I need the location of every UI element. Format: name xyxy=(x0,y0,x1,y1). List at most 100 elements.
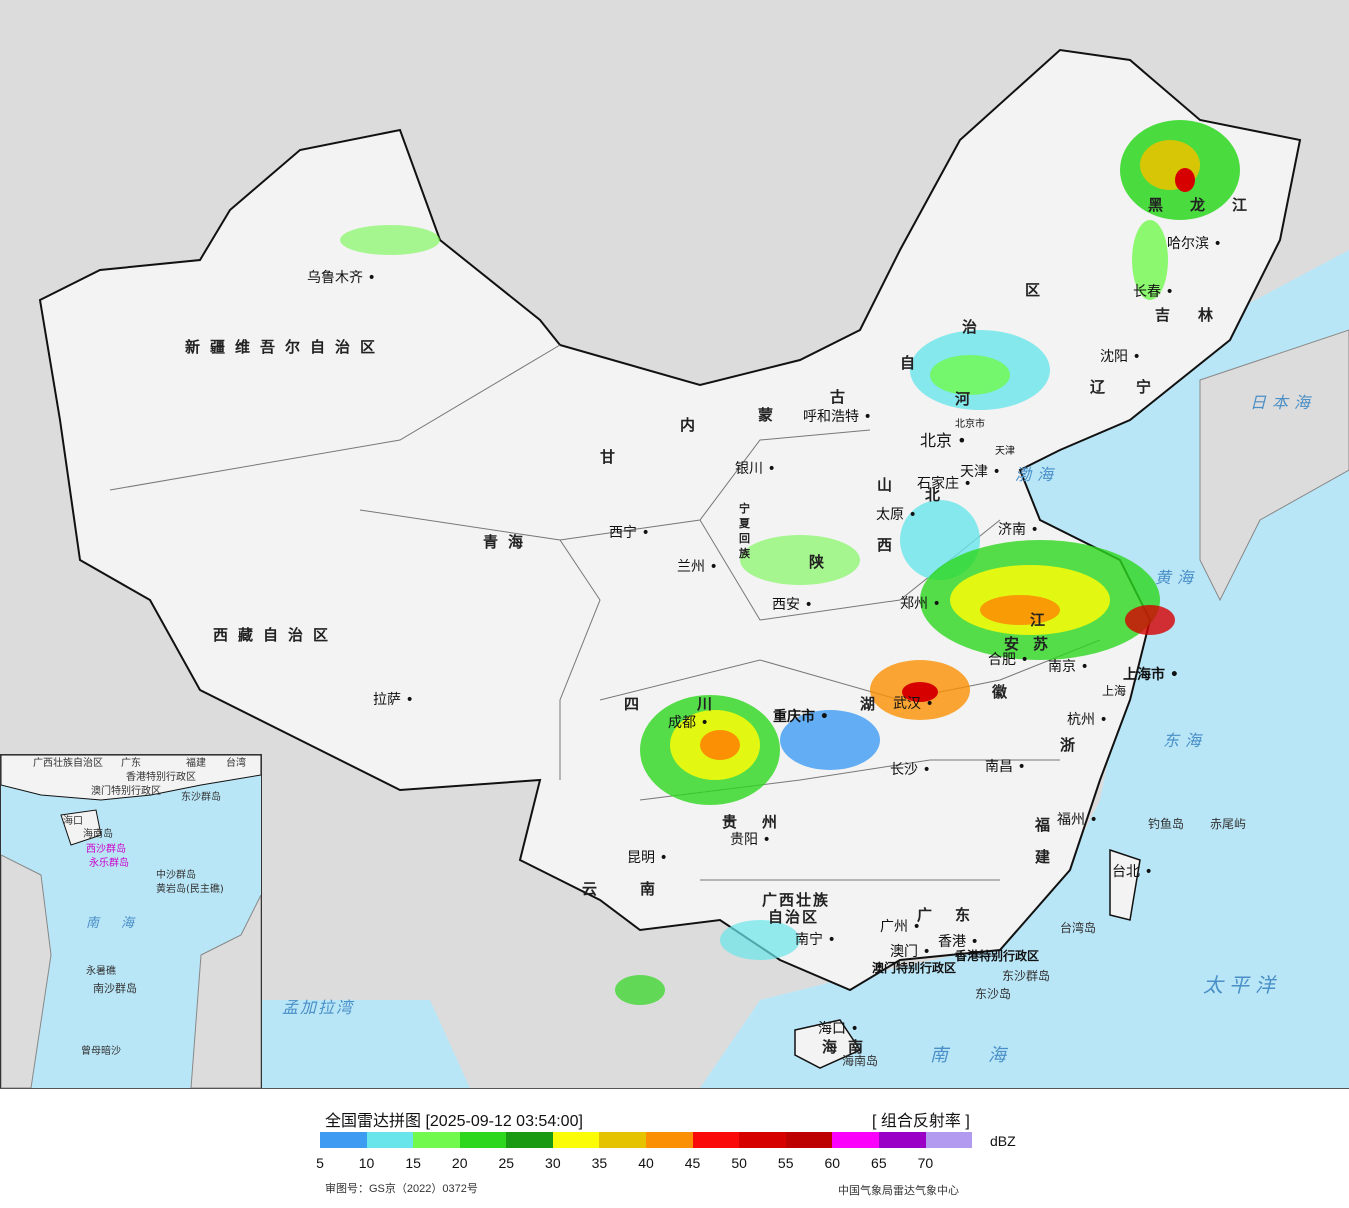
city-label: 拉萨 xyxy=(373,693,414,707)
scale-tick: 20 xyxy=(451,1155,468,1171)
special-label: 北京市 xyxy=(955,419,985,430)
special-label: 澳门特别行政区 xyxy=(872,961,957,975)
inset-label: 澳门特别行政区 xyxy=(91,786,161,797)
province-label: 龙 xyxy=(1190,196,1216,214)
scale-tick: 10 xyxy=(358,1155,375,1171)
sea-label: 日本海 xyxy=(1250,393,1317,412)
city-label: 西宁 xyxy=(609,526,650,540)
province-label: 新疆维吾尔自治区 xyxy=(185,338,386,356)
inset-label: 永暑礁 xyxy=(86,966,116,977)
island-label: 东沙岛 xyxy=(975,987,1012,1001)
scale-tick: 55 xyxy=(777,1155,794,1171)
special-label: 上海 xyxy=(1102,684,1127,698)
agency-label: 中国气象局雷达气象中心 xyxy=(838,1185,959,1197)
province-label: 江 xyxy=(1030,611,1056,629)
special-label: 天津 xyxy=(995,446,1015,457)
province-label: 内 xyxy=(680,416,706,434)
island-label: 东沙群岛 xyxy=(1002,969,1051,983)
city-label: 合肥 xyxy=(988,653,1029,667)
province-label: 浙 xyxy=(1060,736,1086,754)
inset-label: 台湾 xyxy=(226,758,246,769)
scale-tick: 40 xyxy=(638,1155,654,1171)
city-label: 长春 xyxy=(1133,285,1174,299)
unit-label: dBZ xyxy=(990,1133,1016,1149)
province-label: 宁 xyxy=(1136,378,1162,396)
scale-swatch xyxy=(320,1132,367,1148)
province-label: 黑 xyxy=(1148,196,1174,214)
city-label: 成都 xyxy=(668,716,709,730)
city-label: 长沙 xyxy=(890,763,931,777)
scale-tick: 25 xyxy=(498,1155,515,1171)
province-label: 自治区 xyxy=(768,908,820,926)
special-label: 香港特别行政区 xyxy=(955,949,1040,963)
city-label: 南京 xyxy=(1048,660,1089,674)
province-label: 贵 xyxy=(722,813,748,831)
province-label: 南 xyxy=(640,880,666,898)
city-label: 郑州 xyxy=(900,597,941,611)
city-label: 乌鲁木齐 xyxy=(307,271,376,285)
scale-swatch xyxy=(599,1132,647,1148)
inset-label: 海南岛 xyxy=(83,829,113,840)
scale-tick: 35 xyxy=(591,1155,608,1171)
province-label: 族 xyxy=(739,547,760,560)
province-label: 林 xyxy=(1198,306,1224,324)
scale-swatch xyxy=(646,1132,693,1148)
city-label: 济南 xyxy=(998,523,1039,537)
province-label: 建 xyxy=(1035,848,1061,866)
sea-label: 渤海 xyxy=(1015,465,1060,484)
province-label: 夏 xyxy=(739,517,760,530)
city-label: 兰州 xyxy=(677,560,718,574)
scale-swatch xyxy=(552,1132,600,1148)
province-label: 河 xyxy=(955,390,981,408)
province-label: 湖 xyxy=(860,695,886,713)
inset-label: 福建 xyxy=(186,758,206,769)
south-china-sea-inset: 广西壮族自治区 广东 福建 台湾 香港特别行政区 澳门特别行政区 东沙群岛 海口… xyxy=(0,754,262,1088)
scale-swatch xyxy=(739,1132,786,1148)
city-label: 广州 xyxy=(880,920,921,934)
province-label: 回 xyxy=(739,532,760,545)
province-label: 甘 xyxy=(600,448,626,466)
scale-swatch xyxy=(692,1132,740,1148)
inset-label: 中沙群岛 xyxy=(156,870,196,881)
scale-swatch xyxy=(785,1132,833,1148)
scale-tick: 30 xyxy=(545,1155,561,1171)
province-label: 青海 xyxy=(483,533,534,551)
province-label: 川 xyxy=(697,695,723,713)
city-label: 台北 xyxy=(1112,865,1153,879)
inset-label: 广东 xyxy=(121,758,141,769)
province-label: 古 xyxy=(830,388,856,406)
island-label: 台湾岛 xyxy=(1060,921,1097,935)
city-label: 上海市 xyxy=(1123,668,1179,682)
province-label: 江 xyxy=(1232,196,1258,214)
city-label: 福州 xyxy=(1057,813,1098,827)
island-label: 钓鱼岛 xyxy=(1148,817,1185,831)
city-label: 石家庄 xyxy=(917,477,972,491)
province-label: 安 xyxy=(1004,635,1030,653)
inset-label: 永乐群岛 xyxy=(89,858,129,869)
island-label: 海南岛 xyxy=(842,1054,879,1068)
city-label: 哈尔滨 xyxy=(1167,237,1222,251)
sea-label: 黄海 xyxy=(1155,568,1200,587)
scale-swatch xyxy=(366,1132,414,1148)
inset-label: 西沙群岛 xyxy=(86,844,126,855)
sea-label: 南海 xyxy=(930,1045,1046,1066)
province-label: 区 xyxy=(1025,281,1051,299)
province-label: 吉 xyxy=(1155,306,1181,324)
scale-swatch xyxy=(878,1132,926,1148)
approval-number: 审图号：GS京（2022）0372号 xyxy=(325,1183,478,1195)
sea-label: 孟加拉湾 xyxy=(282,998,355,1017)
legend-title: 全国雷达拼图 [2025-09-12 03:54:00] xyxy=(325,1113,583,1130)
city-label: 香港 xyxy=(938,935,979,949)
city-label: 太原 xyxy=(876,508,917,522)
inset-label: 曾母暗沙 xyxy=(81,1046,121,1057)
inset-label: 南 xyxy=(86,916,106,931)
color-scale xyxy=(320,1132,973,1148)
city-label: 沈阳 xyxy=(1100,350,1141,364)
inset-label: 香港特别行政区 xyxy=(126,772,196,783)
scale-swatch xyxy=(925,1132,973,1148)
city-label: 银川 xyxy=(735,462,776,476)
province-label: 州 xyxy=(762,813,788,831)
sea-label: 太平洋 xyxy=(1203,973,1281,997)
city-label: 南宁 xyxy=(795,933,836,947)
